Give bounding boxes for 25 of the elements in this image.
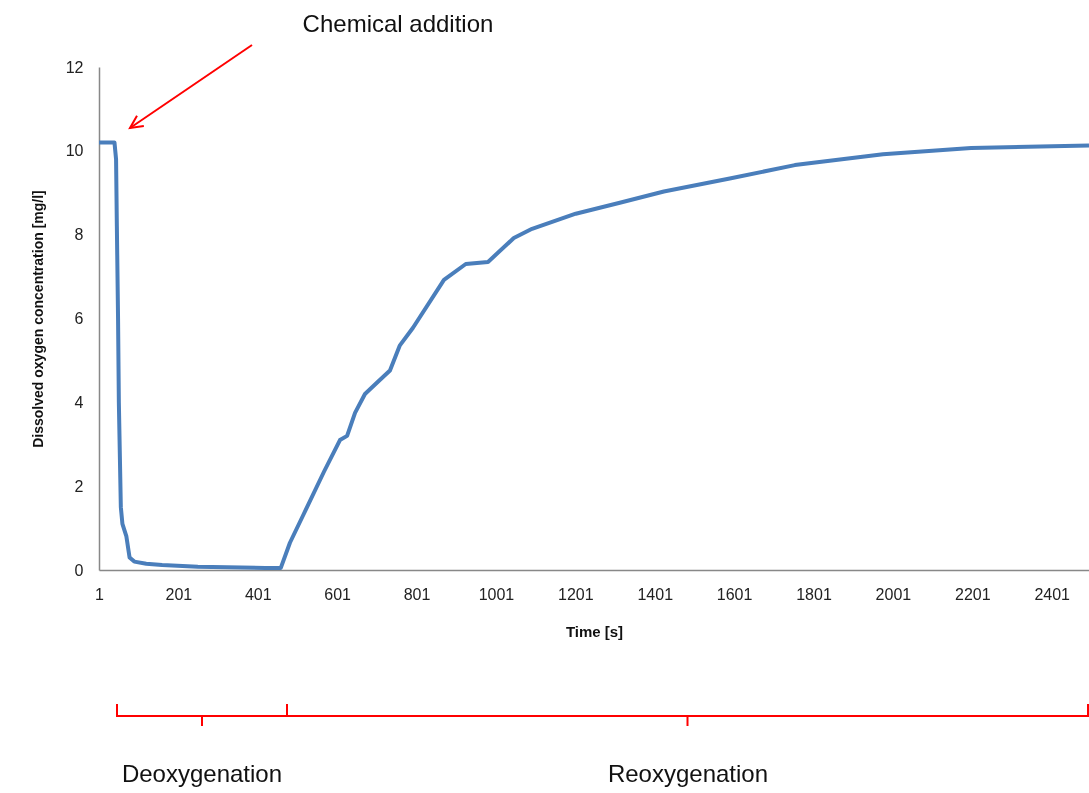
x-tick-label: 1401 [637, 585, 674, 603]
x-axis-title: Time [s] [565, 622, 624, 640]
y-tick-label: 6 [74, 310, 84, 327]
y-tick-label: 8 [74, 226, 84, 244]
text: Deoxygenation [121, 760, 283, 787]
x-tick-label: 601 [324, 585, 352, 603]
text: Chemical addition [302, 10, 494, 37]
text: Reoxygenation [607, 760, 769, 787]
y-tick-label: 10 [65, 142, 84, 160]
x-tick-label: 401 [244, 585, 272, 603]
x-tick-label: 2201 [955, 585, 991, 603]
x-tick-label: 2401 [1034, 585, 1071, 603]
y-tick-label: 4 [74, 393, 84, 411]
y-tick-label: 0 [74, 561, 84, 579]
x-tick-label: 2001 [875, 585, 912, 603]
x-tick-label: 1001 [478, 585, 515, 603]
x-tick-label: 801 [403, 585, 431, 603]
x-tick-label: 201 [165, 585, 193, 603]
x-tick-label: 1601 [716, 585, 753, 603]
x-tick-label: 1201 [558, 585, 594, 603]
x-tick-label: 1801 [796, 585, 832, 603]
y-tick-label: 12 [65, 58, 84, 76]
y-tick-label: 2 [74, 477, 84, 495]
x-tick-label: 1 [95, 585, 105, 603]
y-axis-title: Dissolved oxygen concentration [mg/l] [29, 190, 46, 448]
